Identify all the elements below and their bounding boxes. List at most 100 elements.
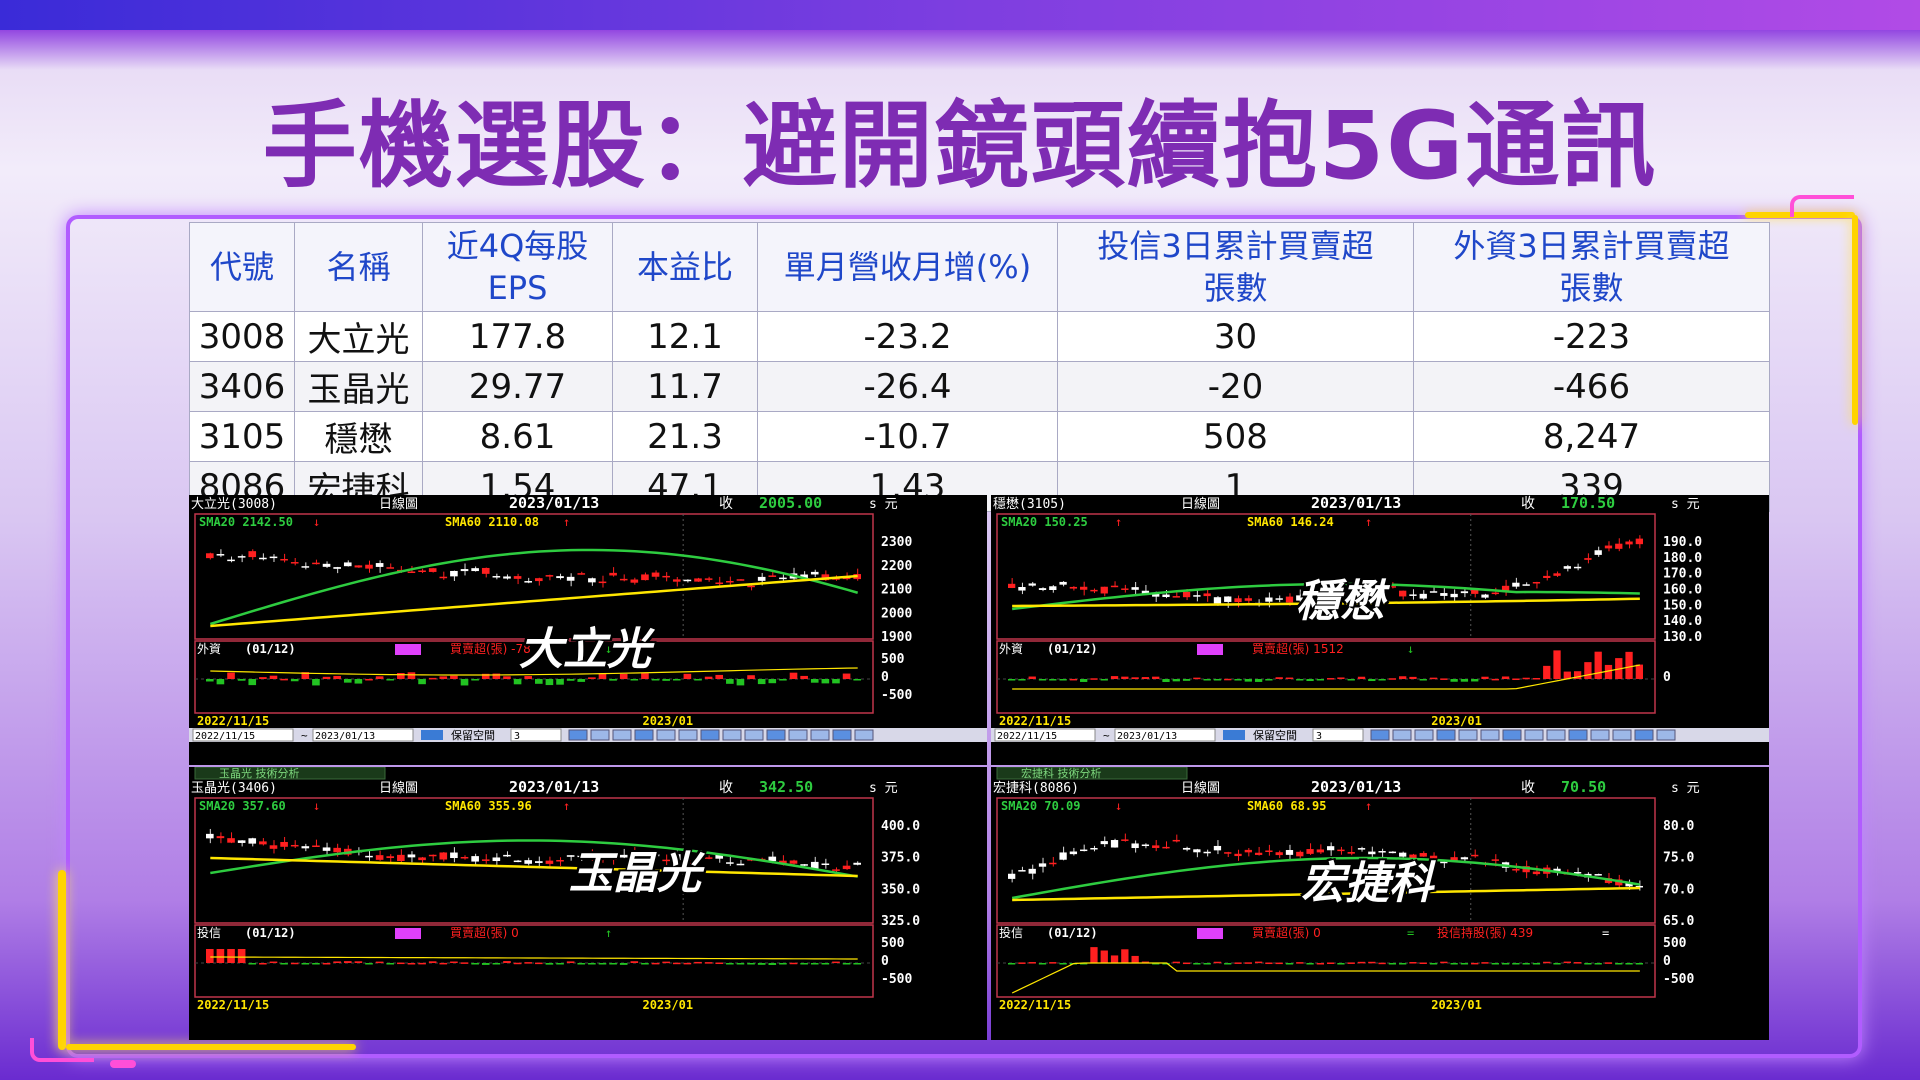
frame-glow-bottom: [66, 1044, 356, 1050]
chart-tab-label: 玉晶光 技術分析: [219, 767, 300, 780]
sub-bar: [513, 962, 522, 965]
sub-bar: [715, 674, 724, 679]
candle-body: [1234, 853, 1242, 857]
sub-bar: [322, 676, 331, 679]
chart-date: 2023/01/13: [509, 778, 599, 796]
candle-body: [619, 578, 628, 581]
price-tick-label: 75.0: [1663, 851, 1694, 866]
chart-close-label: 收: [719, 780, 733, 796]
frame-glow-right: [1852, 215, 1858, 425]
candle-body: [290, 562, 299, 564]
sub-area-border: [996, 924, 1656, 998]
chart-type: 日線圖: [1181, 780, 1220, 796]
sub-bar: [1419, 679, 1427, 681]
candle-body: [503, 854, 511, 857]
candle-body: [227, 838, 235, 843]
date-axis-start: 2022/11/15: [197, 714, 269, 728]
sub-date: (01/12): [1047, 926, 1098, 940]
sub-bar: [779, 679, 787, 681]
chart-panel-3406: 玉晶光 技術分析 玉晶光(3406) 日線圖 2023/01/13 收 342.50 s 元…: [189, 767, 987, 1040]
sub-bar: [1090, 678, 1098, 680]
chart-close-label: 收: [1521, 780, 1535, 796]
sub-bar: [757, 963, 766, 965]
sma20-label: SMA20 70.09: [1001, 799, 1080, 813]
toolbar-from-value: 2022/11/15: [997, 731, 1057, 742]
chart-tab: [194, 767, 386, 780]
sub-bar: [1460, 679, 1469, 682]
sub-bar: [1512, 678, 1520, 681]
sub-bar: [216, 679, 225, 685]
candle-body: [492, 576, 501, 578]
sub-bar: [800, 675, 808, 679]
chart-overlay-stock-name: 穩懋: [1296, 576, 1384, 627]
sub-bar: [1131, 955, 1139, 963]
sub-bar: [471, 963, 479, 965]
sub-bar: [683, 673, 692, 679]
candle-body: [290, 844, 299, 847]
candle-body: [630, 852, 639, 857]
toolbar-icon-button: [1524, 729, 1544, 741]
toolbar-icon-button: [1568, 729, 1588, 741]
candle-body: [333, 847, 341, 853]
sma60-line: [1012, 886, 1640, 902]
chart-unit: s 元: [869, 497, 898, 512]
candle-body: [1090, 847, 1098, 850]
candle-body: [216, 836, 225, 839]
sub-bar: [1121, 676, 1129, 679]
sub-metric: 買賣超(張) 0: [450, 925, 519, 940]
sub-bar: [237, 679, 246, 681]
sub-bar: [1543, 665, 1551, 679]
sub-area-border: [996, 640, 1656, 714]
sub-bar: [566, 961, 575, 963]
price-tick-label: 150.0: [1663, 598, 1702, 613]
sub-bar: [1265, 962, 1273, 965]
sub-bar: [259, 677, 267, 679]
sub-bar: [450, 675, 458, 679]
chart-date: 2023/01/13: [1311, 495, 1401, 512]
sub-bar: [662, 679, 670, 681]
candle-body: [715, 582, 724, 585]
candle-body: [1450, 857, 1458, 862]
candle-body: [1131, 587, 1139, 590]
candle-body: [651, 854, 660, 857]
sma60-label: SMA60 146.24: [1247, 515, 1334, 529]
sma20-direction: ↓: [313, 515, 320, 529]
candle-body: [1471, 854, 1479, 857]
candle-body: [280, 558, 288, 561]
sub-bar: [641, 963, 649, 965]
candle-body: [779, 860, 787, 865]
sub-bar: [1275, 962, 1283, 965]
candle-body: [206, 833, 214, 839]
candle-body: [1491, 859, 1499, 861]
sub-bar: [715, 962, 724, 965]
sub-bar: [1080, 963, 1088, 965]
candle-body: [312, 845, 320, 847]
sub-bar: [1347, 679, 1355, 681]
sma20-direction: ↑: [1115, 515, 1122, 529]
sub-bar: [1625, 963, 1633, 965]
candle-body: [672, 579, 681, 582]
candle-body: [503, 576, 511, 579]
sub-bar: [365, 678, 373, 681]
candle-body: [1182, 591, 1191, 598]
toolbar-icon-button: [656, 729, 676, 741]
toolbar-icon-button: [1392, 729, 1412, 741]
sub-bar: [524, 962, 532, 964]
sub-bar: [1347, 962, 1355, 964]
candle-body: [269, 845, 278, 849]
decor-pink-dash: [110, 1060, 136, 1068]
chart-overlay-stock-name: 宏捷科: [1301, 858, 1433, 909]
chart-panel-3105: 穩懋(3105) 日線圖 2023/01/13 收 170.50 s 元 SMA20 150…: [991, 495, 1769, 765]
sub-bar: [1121, 949, 1129, 963]
sma20-direction: ↓: [313, 799, 320, 813]
sub-bar: [492, 963, 501, 965]
toolbar-reserve-label: 保留空間: [1253, 728, 1297, 742]
candle-body: [1357, 589, 1366, 592]
sub-bar: [1543, 961, 1551, 964]
candle-body: [206, 553, 214, 559]
sub-bar: [1337, 963, 1345, 965]
candle-body: [1419, 593, 1427, 599]
candle-body: [789, 860, 798, 864]
sma20-label: SMA20 357.60: [199, 799, 286, 813]
top-bar: [0, 0, 1920, 30]
